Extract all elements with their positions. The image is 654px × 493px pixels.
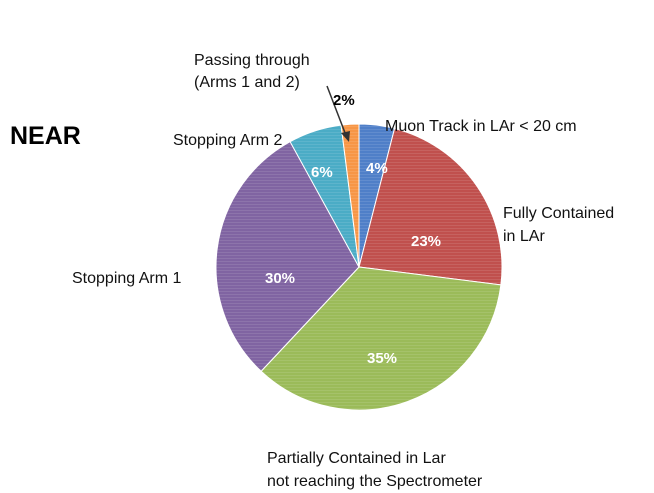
label-passing-through-line2: (Arms 1 and 2) <box>194 74 300 91</box>
label-fully-contained-line1: Fully Contained <box>503 205 615 222</box>
label-passing-through-line1: Passing through <box>194 52 310 69</box>
label-partially-contained-line1: Partially Contained in Lar <box>267 450 446 467</box>
slice-partially-contained-texture <box>261 267 501 410</box>
slice-passing-through-texture <box>341 124 359 267</box>
pct-label-fully-contained: 23% <box>411 233 442 250</box>
passing-through-leader-line <box>326 85 348 139</box>
label-muon-track: Muon Track in LAr < 20 cm <box>385 118 577 135</box>
pct-label-passing-through: 2% <box>333 92 355 109</box>
pct-label-stopping-arm-2: 6% <box>311 164 333 181</box>
passing-through-arrowhead <box>341 131 350 142</box>
pct-label-partially-contained: 35% <box>367 350 398 367</box>
label-fully-contained-line2: in LAr <box>503 228 545 245</box>
pct-label-stopping-arm-1: 30% <box>265 270 296 287</box>
label-partially-contained-line2: not reaching the Spectrometer <box>267 473 483 490</box>
slice-fully-contained-texture <box>359 128 502 285</box>
pct-label-muon-track: 4% <box>366 160 388 177</box>
slice-stopping-arm-2-texture <box>290 125 359 267</box>
label-stopping-arm-2: Stopping Arm 2 <box>173 132 283 149</box>
slice-stopping-arm-1-texture <box>216 141 359 372</box>
chart-title: NEAR <box>10 122 81 150</box>
label-stopping-arm-1: Stopping Arm 1 <box>72 270 182 287</box>
